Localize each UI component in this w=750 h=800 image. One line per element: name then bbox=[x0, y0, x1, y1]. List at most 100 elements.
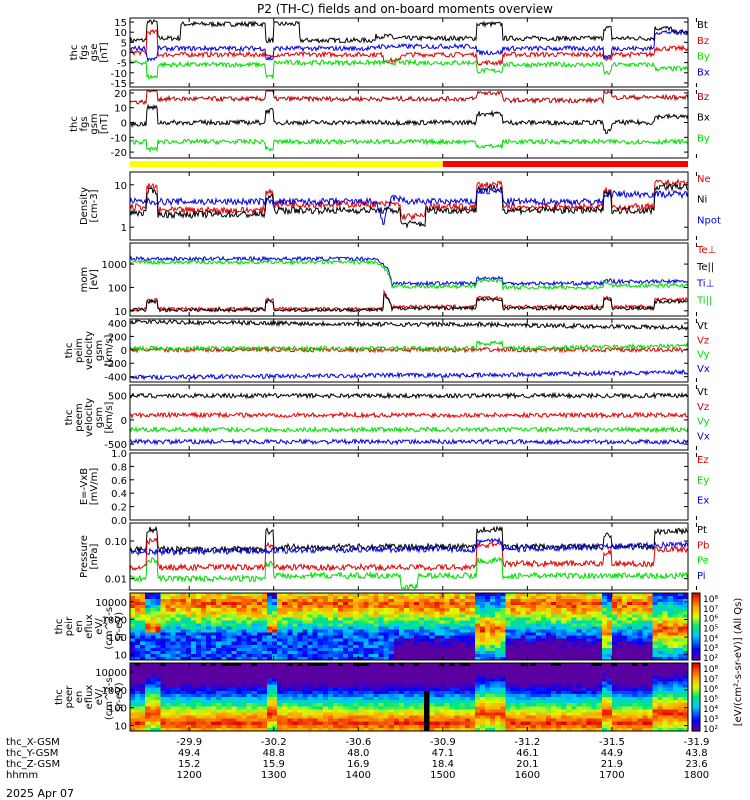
spectrogram-cell bbox=[145, 638, 151, 643]
spectrogram-cell bbox=[272, 669, 278, 673]
spectrogram-cell bbox=[383, 715, 390, 720]
spectrogram-cell bbox=[343, 721, 349, 726]
spectrogram-cell bbox=[231, 599, 238, 603]
spectrogram-cell bbox=[464, 687, 471, 692]
spectrogram-cell bbox=[551, 605, 557, 609]
spectrogram-cell bbox=[338, 724, 344, 729]
spectrogram-cell bbox=[175, 706, 182, 710]
spectrogram-cell bbox=[556, 715, 562, 720]
spectrogram-cell bbox=[302, 626, 309, 631]
spectrogram-cell bbox=[449, 693, 456, 698]
spectrogram-cell bbox=[525, 666, 532, 670]
spectrogram-cell bbox=[216, 715, 222, 720]
spectrogram-cell bbox=[190, 608, 197, 612]
spectrogram-cell bbox=[145, 709, 151, 714]
spectrogram-cell bbox=[343, 724, 349, 729]
spectrogram-cell bbox=[135, 641, 141, 646]
spectrogram-cell bbox=[510, 666, 517, 670]
spectrogram-cell bbox=[485, 605, 491, 609]
spectrogram-cell bbox=[317, 693, 324, 698]
spectrogram-cell bbox=[444, 629, 451, 634]
spectrogram-cell bbox=[601, 641, 608, 646]
spectrogram-cell bbox=[627, 626, 633, 631]
spectrogram-cell bbox=[449, 608, 456, 612]
spectrogram-cell bbox=[576, 715, 583, 720]
spectrogram-cell bbox=[277, 690, 283, 695]
spectrogram-cell bbox=[130, 690, 136, 695]
spectrogram-cell bbox=[312, 666, 319, 670]
spectrogram-cell bbox=[505, 632, 512, 637]
spectrogram-cell bbox=[302, 672, 309, 676]
spectrogram-cell bbox=[546, 620, 552, 624]
spectrogram-cell bbox=[566, 620, 572, 624]
spectrogram-cell bbox=[145, 626, 151, 631]
spectrogram-cell bbox=[495, 635, 501, 640]
spectrogram-cell bbox=[556, 599, 562, 603]
spectrogram-cell bbox=[358, 700, 364, 704]
spectrogram-cell bbox=[170, 687, 177, 692]
spectrogram-cell bbox=[439, 593, 446, 597]
spectrogram-cell bbox=[373, 687, 380, 692]
legend-Bt: Bt bbox=[697, 20, 708, 31]
spectrogram-cell bbox=[317, 672, 324, 676]
spectrogram-cell bbox=[622, 687, 628, 692]
spectrogram-cell bbox=[348, 718, 354, 723]
spectrogram-cell bbox=[256, 632, 263, 637]
spectrogram-cell bbox=[160, 712, 167, 717]
spectrogram-cell bbox=[505, 712, 512, 717]
spectrogram-cell bbox=[414, 687, 420, 692]
spectrogram-cell bbox=[312, 614, 319, 618]
spectrogram-cell bbox=[322, 727, 329, 732]
spectrogram-cell bbox=[195, 718, 202, 723]
spectrogram-cell bbox=[546, 697, 552, 701]
spectrogram-cell bbox=[353, 703, 359, 707]
spectrogram-cell bbox=[251, 709, 258, 714]
spectrogram-cell bbox=[343, 657, 349, 661]
spectrogram-cell bbox=[500, 623, 506, 628]
spectrogram-cell bbox=[535, 706, 542, 710]
spectrogram-cell bbox=[170, 623, 177, 628]
spectrogram-cell bbox=[190, 712, 197, 717]
spectrogram-cell bbox=[667, 641, 674, 646]
spectrogram-cell bbox=[535, 724, 542, 729]
spectrogram-cell bbox=[469, 632, 476, 637]
spectrogram-cell bbox=[327, 614, 334, 618]
spectrogram-cell bbox=[272, 593, 278, 597]
spectrogram-cell bbox=[672, 650, 679, 655]
spectrogram-cell bbox=[251, 715, 258, 720]
spectrogram-cell bbox=[195, 712, 202, 717]
spectrogram-cell bbox=[662, 596, 669, 600]
spectrogram-cell bbox=[520, 611, 527, 615]
y-axis-label: gse bbox=[89, 44, 100, 62]
spectrogram-cell bbox=[195, 599, 202, 603]
spectrogram-cell bbox=[677, 650, 684, 655]
spectrogram-cell bbox=[216, 602, 222, 606]
spectrogram-cell bbox=[338, 599, 344, 603]
spectrogram-cell bbox=[622, 715, 628, 720]
spectrogram-cell bbox=[358, 712, 364, 717]
spectrogram-cell bbox=[353, 629, 359, 634]
spectrogram-cell bbox=[414, 650, 420, 655]
spectrogram-cell bbox=[480, 620, 486, 624]
spectrogram-cell bbox=[312, 602, 319, 606]
spectrogram-cell bbox=[135, 706, 141, 710]
spectrogram-cell bbox=[540, 687, 547, 692]
spectrogram-cell bbox=[459, 718, 466, 723]
spectrogram-cell bbox=[581, 632, 588, 637]
spectrogram-cell bbox=[393, 687, 400, 692]
spectrogram-cell bbox=[474, 653, 481, 658]
spectrogram-cell bbox=[495, 599, 501, 603]
spectrogram-cell bbox=[241, 712, 248, 717]
spectrogram-cell bbox=[520, 638, 527, 643]
spectrogram-cell bbox=[403, 709, 410, 714]
spectrogram-cell bbox=[246, 690, 253, 695]
spectrogram-cell bbox=[403, 724, 410, 729]
spectrogram-cell bbox=[287, 596, 293, 600]
spectrogram-cell bbox=[480, 623, 486, 628]
spectrogram-cell bbox=[672, 629, 679, 634]
spectrogram-cell bbox=[414, 623, 420, 628]
spectrogram-cell bbox=[535, 596, 542, 600]
spectrogram-cell bbox=[368, 629, 375, 634]
spectrogram-cell bbox=[561, 599, 567, 603]
spectrogram-cell bbox=[540, 608, 547, 612]
